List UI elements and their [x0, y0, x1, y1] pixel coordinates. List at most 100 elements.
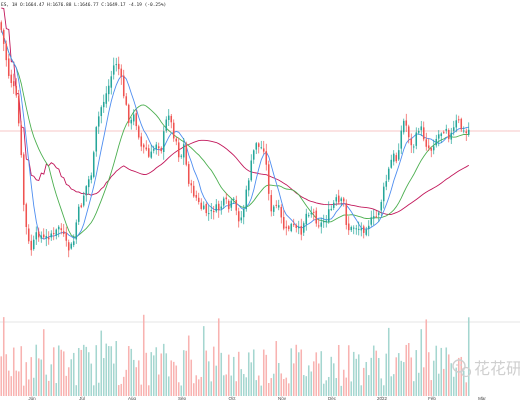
- candle-body: [42, 234, 45, 238]
- volume-bar: [370, 357, 373, 396]
- volume-bar: [397, 353, 400, 396]
- volume-bar: [465, 382, 468, 396]
- volume-bar: [342, 369, 345, 396]
- volume-bar: [330, 356, 333, 396]
- volume-bar: [410, 357, 413, 396]
- candle: [452, 120, 455, 136]
- candle-body: [82, 195, 85, 206]
- volume-bar: [440, 347, 443, 396]
- volume-bar: [70, 359, 73, 396]
- candle-body: [287, 226, 290, 230]
- volume-bar: [50, 364, 53, 396]
- volume-bar: [430, 380, 433, 396]
- volume-bar: [202, 326, 205, 396]
- candle-body: [407, 126, 410, 138]
- candle: [272, 204, 275, 216]
- candle: [97, 111, 100, 134]
- candle: [450, 127, 453, 144]
- candle: [40, 231, 43, 243]
- candle-body: [7, 58, 10, 76]
- volume-bar: [467, 317, 470, 396]
- candle: [62, 223, 65, 237]
- candle: [292, 218, 295, 227]
- volume-bar: [210, 381, 213, 396]
- volume-bar: [345, 377, 348, 396]
- candle-body: [462, 130, 465, 132]
- candle-body: [137, 126, 140, 138]
- volume-bar: [157, 374, 160, 396]
- volume-bar: [255, 380, 258, 396]
- candle-body: [367, 225, 370, 229]
- candle: [425, 132, 428, 151]
- volume-bar: [200, 376, 203, 396]
- candle: [90, 172, 93, 184]
- candle-body: [387, 168, 390, 180]
- candle: [190, 179, 193, 194]
- candle-body: [370, 217, 373, 225]
- candle: [437, 130, 440, 147]
- candle: [380, 199, 383, 216]
- candle-body: [302, 223, 305, 233]
- volume-bar: [352, 351, 355, 396]
- candle-body: [180, 155, 183, 157]
- watermark-text: 花花研: [474, 359, 520, 378]
- candle-body: [140, 136, 143, 147]
- candle: [150, 144, 153, 159]
- candle-body: [115, 64, 118, 66]
- volume-bar: [337, 344, 340, 396]
- candlesticks: [0, 20, 470, 258]
- candle: [260, 140, 263, 150]
- volume-bar: [95, 345, 98, 396]
- candle-body: [410, 138, 413, 146]
- candle: [387, 166, 390, 182]
- candle: [340, 196, 343, 207]
- volume-bar: [97, 382, 100, 396]
- candle-body: [117, 63, 120, 70]
- candle-body: [280, 206, 283, 218]
- candle-body: [237, 211, 240, 222]
- candle: [307, 212, 310, 218]
- candle-body: [272, 206, 275, 212]
- candle: [92, 150, 95, 179]
- volume-bar: [30, 357, 33, 396]
- volume-bar: [450, 363, 453, 396]
- candle: [2, 28, 5, 52]
- candle-body: [365, 229, 368, 235]
- volume-bar: [127, 346, 130, 396]
- candle: [197, 192, 200, 205]
- volume-bar: [207, 361, 210, 396]
- volume-bar: [365, 361, 368, 396]
- candle-body: [352, 227, 355, 229]
- candle: [37, 227, 40, 242]
- volume-bar: [155, 347, 158, 396]
- candle: [317, 219, 320, 229]
- volume-bar: [302, 375, 305, 396]
- candle: [252, 149, 255, 164]
- volume-bar: [422, 367, 425, 396]
- ma-fast-line: [0, 29, 469, 240]
- candle: [82, 191, 85, 208]
- candle: [280, 204, 283, 224]
- candle-body: [425, 139, 428, 147]
- volume-bar: [290, 348, 293, 396]
- candle: [242, 204, 245, 225]
- volume-bar: [12, 347, 15, 396]
- volume-bar: [437, 373, 440, 396]
- candle: [312, 208, 315, 221]
- candle-body: [47, 237, 50, 240]
- candle: [395, 152, 398, 164]
- volume-bar: [172, 361, 175, 396]
- volume-bar: [130, 348, 133, 396]
- candle-body: [202, 205, 205, 209]
- x-tick-label: Dec: [328, 396, 337, 400]
- candle: [200, 198, 203, 211]
- candle: [385, 174, 388, 191]
- candle-body: [257, 143, 260, 147]
- volume-bar: [442, 368, 445, 396]
- candle-body: [465, 131, 468, 134]
- candle: [257, 142, 260, 154]
- candle-body: [92, 152, 95, 177]
- volume-bar: [190, 359, 193, 396]
